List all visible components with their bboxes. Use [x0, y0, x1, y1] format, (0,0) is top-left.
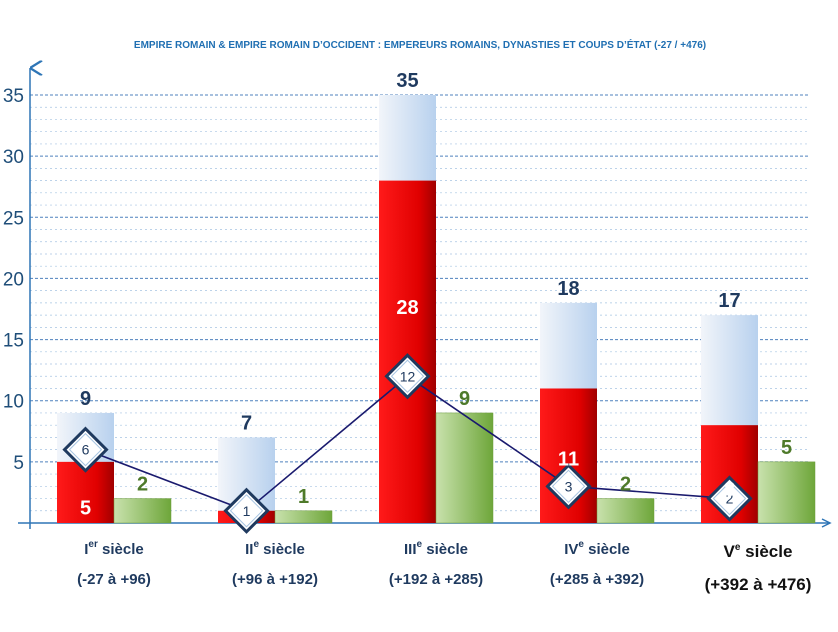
line-marker: [545, 463, 592, 510]
category-range: (-27 à +96): [77, 571, 151, 588]
category-range: (+392 à +476): [705, 575, 812, 594]
data-label-total: 9: [80, 388, 91, 410]
line-marker: [384, 353, 431, 400]
data-label-red: 8: [724, 479, 735, 501]
data-label-green: 1: [298, 486, 309, 508]
bar-green: [596, 498, 655, 524]
category-label: IIe siècle: [245, 539, 305, 558]
line-marker-inner: [390, 359, 425, 393]
chart-title: EMPIRE ROMAIN & EMPIRE ROMAIN D’OCCIDENT…: [134, 38, 706, 51]
category-label: IVe siècle: [564, 539, 630, 558]
y-tick-label: 10: [3, 392, 24, 413]
line-marker-inner: [551, 469, 586, 504]
data-label-total: 35: [396, 70, 418, 92]
line-marker-inner: [229, 494, 264, 528]
bar-green: [274, 510, 333, 524]
category-labels: Ier siècle (-27 à +96) IIe siècle (+96 à +1…: [77, 539, 811, 594]
bar-red: [379, 180, 436, 523]
data-label-total: 17: [718, 290, 740, 312]
y-tick-label: 20: [3, 269, 24, 290]
line-marker: [62, 426, 109, 473]
line-marker-inner: [68, 432, 103, 467]
data-label-total: 18: [557, 278, 579, 300]
line-marker: [706, 475, 753, 522]
bars: [57, 95, 816, 524]
data-label-green: 5: [781, 437, 792, 459]
bar-green: [435, 412, 494, 524]
category-range: (+285 à +392): [550, 571, 644, 588]
x-axis-arrow: [821, 518, 832, 528]
data-label-total: 7: [241, 412, 252, 434]
y-tick-label: 25: [3, 208, 24, 229]
data-label-green: 2: [620, 474, 631, 496]
category-label: Ve siècle: [724, 542, 793, 561]
y-tick-label: 30: [3, 147, 24, 168]
data-label-red: 11: [558, 449, 579, 471]
y-tick-label: 35: [3, 86, 24, 107]
data-label-line: 2: [726, 491, 734, 507]
data-label-line: 6: [82, 442, 90, 458]
bar-green: [113, 498, 172, 524]
data-label-green: 2: [137, 474, 148, 496]
category-label: Ier siècle: [84, 539, 144, 558]
y-tick-label: 15: [3, 331, 24, 352]
line-marker: [223, 487, 270, 534]
data-label-line: 12: [400, 368, 416, 384]
category-range: (+96 à +192): [232, 571, 318, 588]
y-tick-label: 5: [13, 453, 24, 474]
data-label-line: 3: [565, 478, 573, 494]
category-range: (+192 à +285): [389, 571, 483, 588]
category-label: IIIe siècle: [404, 539, 468, 558]
y-axis-ticks: 5 10 15 20 25 30 35: [3, 86, 24, 474]
data-label-red: 28: [396, 297, 418, 319]
bar-green: [757, 461, 816, 524]
data-label-line: 1: [243, 503, 251, 519]
data-label-red: 5: [80, 497, 91, 519]
line-marker-inner: [712, 481, 747, 516]
data-label-green: 9: [459, 388, 470, 410]
